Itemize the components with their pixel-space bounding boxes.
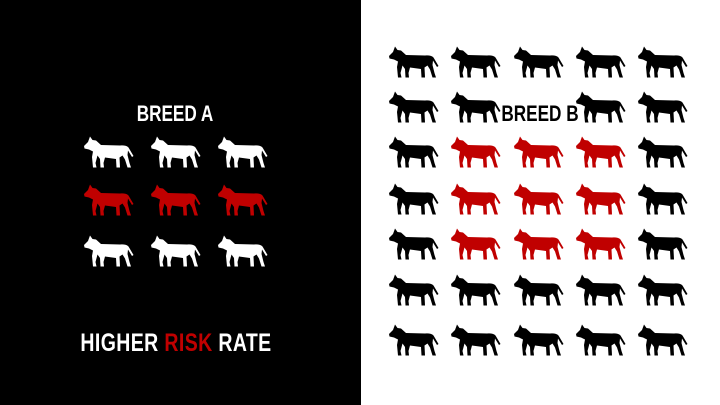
breed-a-dog-red-icon [150, 183, 202, 217]
breed-b-dog-red-icon [513, 227, 565, 261]
breed-b-dog-red-icon [575, 182, 627, 216]
breed-b-dog-black-icon [388, 45, 440, 79]
breed-a-dog-white-icon [217, 234, 269, 268]
breed-b-dog-black-icon [575, 45, 627, 79]
breed-a-dog-red-icon [217, 183, 269, 217]
breed-a-dog-white-icon [217, 135, 269, 169]
breed-b-dog-black-icon [388, 135, 440, 169]
breed-a-dog-white-icon [150, 234, 202, 268]
breed-b-dog-black-icon [388, 90, 440, 124]
breed-b-dog-black-icon [513, 45, 565, 79]
breed-b-dog-black-icon [637, 227, 689, 261]
breed-b-dog-red-icon [575, 135, 627, 169]
breed-b-dog-black-icon [450, 90, 502, 124]
breed-b-dog-black-icon [575, 273, 627, 307]
breed-b-dog-black-icon [637, 135, 689, 169]
breed-a-dog-white-icon [150, 135, 202, 169]
breed-b-dog-red-icon [513, 182, 565, 216]
breed-b-dog-black-icon [637, 45, 689, 79]
breed-b-dog-black-icon [637, 90, 689, 124]
breed-a-title: BREED A [136, 101, 214, 126]
breed-b-dog-black-icon [450, 45, 502, 79]
breed-b-dog-black-icon [513, 273, 565, 307]
breed-a-dog-white-icon [83, 234, 135, 268]
breed-b-dog-red-icon [450, 182, 502, 216]
tagline-part1: HIGHER [80, 329, 165, 357]
tagline-part2: RATE [212, 329, 272, 357]
breed-b-dog-black-icon [637, 182, 689, 216]
tagline: HIGHER RISK RATE [80, 329, 271, 358]
breed-b-dog-red-icon [450, 135, 502, 169]
breed-b-title: BREED B [501, 101, 579, 126]
breed-b-dog-red-icon [450, 227, 502, 261]
breed-b-dog-black-icon [637, 323, 689, 357]
breed-b-dog-black-icon [637, 273, 689, 307]
breed-b-dog-black-icon [513, 323, 565, 357]
breed-b-dog-black-icon [575, 323, 627, 357]
breed-b-dog-black-icon [575, 90, 627, 124]
breed-a-dog-white-icon [83, 135, 135, 169]
breed-a-dog-red-icon [83, 183, 135, 217]
breed-b-dog-black-icon [388, 323, 440, 357]
tagline-highlight: RISK [164, 329, 213, 357]
breed-b-dog-black-icon [388, 273, 440, 307]
breed-b-dog-black-icon [450, 273, 502, 307]
breed-b-dog-red-icon [513, 135, 565, 169]
breed-b-dog-black-icon [388, 227, 440, 261]
breed-b-dog-black-icon [388, 182, 440, 216]
breed-b-dog-red-icon [575, 227, 627, 261]
breed-b-dog-black-icon [450, 323, 502, 357]
